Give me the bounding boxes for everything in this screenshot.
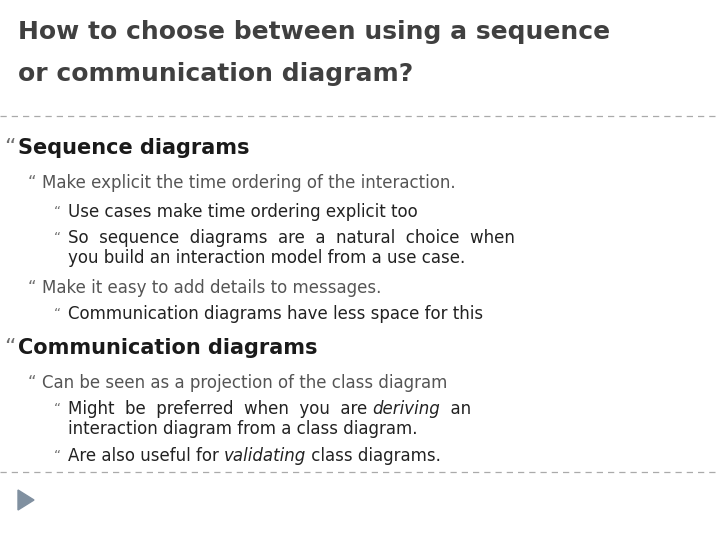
Text: So  sequence  diagrams  are  a  natural  choice  when: So sequence diagrams are a natural choic… bbox=[68, 229, 515, 247]
Text: deriving: deriving bbox=[372, 400, 440, 418]
Text: “: “ bbox=[54, 205, 61, 219]
Text: Communication diagrams have less space for this: Communication diagrams have less space f… bbox=[68, 305, 483, 323]
Text: Make it easy to add details to messages.: Make it easy to add details to messages. bbox=[42, 279, 382, 297]
Text: “: “ bbox=[28, 279, 37, 297]
Text: “: “ bbox=[54, 307, 61, 321]
Text: Sequence diagrams: Sequence diagrams bbox=[18, 138, 250, 158]
Text: “: “ bbox=[54, 231, 61, 245]
Polygon shape bbox=[18, 490, 34, 510]
Text: “: “ bbox=[54, 402, 61, 416]
Text: “: “ bbox=[4, 338, 16, 358]
Text: Make explicit the time ordering of the interaction.: Make explicit the time ordering of the i… bbox=[42, 174, 456, 192]
Text: you build an interaction model from a use case.: you build an interaction model from a us… bbox=[68, 249, 465, 267]
Text: Might  be  preferred  when  you  are: Might be preferred when you are bbox=[68, 400, 372, 418]
Text: Can be seen as a projection of the class diagram: Can be seen as a projection of the class… bbox=[42, 374, 447, 392]
Text: Communication diagrams: Communication diagrams bbox=[18, 338, 318, 358]
Text: or communication diagram?: or communication diagram? bbox=[18, 62, 413, 86]
Text: “: “ bbox=[54, 449, 61, 463]
Text: interaction diagram from a class diagram.: interaction diagram from a class diagram… bbox=[68, 420, 418, 438]
Text: “: “ bbox=[28, 374, 37, 392]
Text: Use cases make time ordering explicit too: Use cases make time ordering explicit to… bbox=[68, 203, 418, 221]
Text: “: “ bbox=[4, 138, 16, 158]
Text: Are also useful for: Are also useful for bbox=[68, 447, 224, 465]
Text: validating: validating bbox=[224, 447, 307, 465]
Text: class diagrams.: class diagrams. bbox=[307, 447, 441, 465]
Text: “: “ bbox=[28, 174, 37, 192]
Text: an: an bbox=[440, 400, 472, 418]
Text: How to choose between using a sequence: How to choose between using a sequence bbox=[18, 20, 610, 44]
